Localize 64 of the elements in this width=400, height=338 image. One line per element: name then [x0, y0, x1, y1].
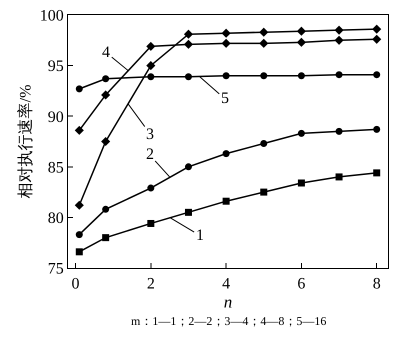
point: [147, 184, 154, 192]
point: [372, 24, 382, 34]
point: [184, 73, 192, 80]
point: [222, 28, 231, 38]
point: [298, 72, 305, 80]
annotation: 1: [196, 227, 204, 244]
point: [101, 136, 110, 146]
y-tick-label: 90: [48, 108, 64, 126]
y-tick-label: 100: [40, 8, 64, 25]
point: [184, 30, 194, 39]
point: [222, 38, 231, 48]
point: [102, 206, 110, 213]
x-tick-label: 6: [297, 275, 306, 292]
y-tick-label: 80: [48, 210, 64, 227]
point: [74, 200, 84, 210]
point: [222, 72, 230, 80]
y-tick-label: 75: [48, 260, 64, 278]
point: [184, 163, 192, 170]
point: [296, 26, 306, 36]
point: [76, 85, 83, 92]
annotation: 4: [102, 44, 110, 61]
y-tick-label: 95: [48, 58, 64, 76]
point: [74, 126, 84, 135]
point: [336, 173, 343, 180]
point: [336, 71, 343, 78]
point: [146, 42, 156, 51]
x-tick-label: 0: [72, 275, 80, 292]
point: [373, 126, 380, 133]
point: [146, 61, 156, 70]
point: [260, 140, 268, 148]
point: [298, 179, 305, 186]
point: [373, 169, 380, 176]
point: [76, 248, 83, 256]
annotation: 5: [221, 90, 229, 107]
text: m：1—1；2—2；3—4；4—8；5—16: [131, 314, 326, 328]
point: [184, 40, 194, 49]
point: [373, 71, 380, 78]
point: [147, 220, 154, 227]
point: [334, 36, 344, 45]
point: [184, 208, 192, 216]
y-axis-title: 相对执行速率/%: [16, 84, 35, 198]
x-tick-label: 2: [146, 275, 155, 292]
point: [296, 38, 306, 47]
point: [147, 73, 154, 80]
point: [260, 72, 268, 80]
y-tick-label: 85: [48, 159, 64, 176]
point: [102, 75, 110, 82]
annotation: 2: [146, 146, 154, 163]
point: [260, 188, 268, 196]
point: [372, 34, 382, 44]
point: [222, 198, 230, 205]
point: [334, 26, 344, 35]
point: [259, 28, 268, 37]
point: [336, 128, 343, 135]
point: [222, 150, 230, 158]
point: [76, 231, 83, 238]
point: [102, 234, 110, 242]
point: [259, 38, 268, 48]
point: [101, 90, 110, 100]
x-axis-title: n: [224, 292, 232, 312]
x-tick-label: 8: [372, 275, 381, 292]
point: [298, 130, 305, 137]
x-tick-label: 4: [222, 275, 230, 292]
annotation: 3: [146, 126, 154, 143]
